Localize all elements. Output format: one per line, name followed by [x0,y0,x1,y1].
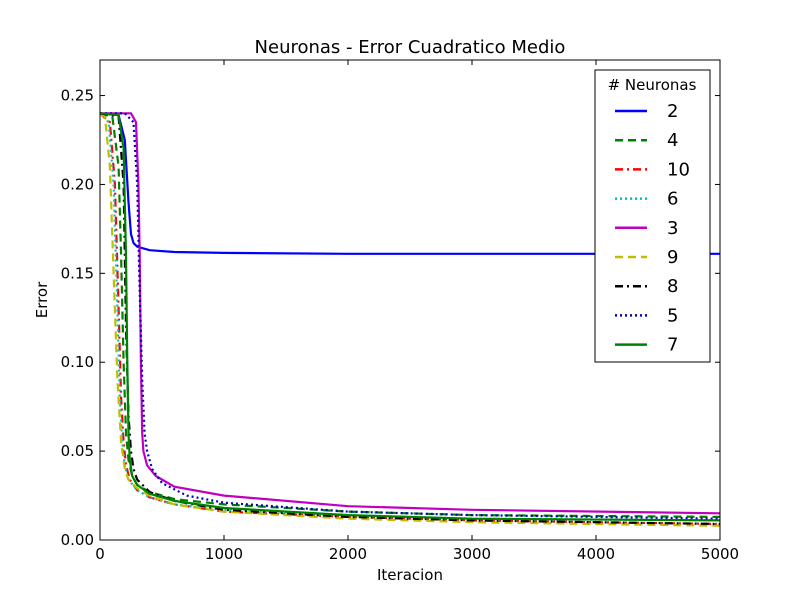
x-axis: 0 1000 2000 3000 4000 5000 [95,60,739,563]
legend-label-6: 6 [667,189,678,210]
series-layer [100,112,720,527]
legend-label-5: 5 [667,305,678,326]
x-axis-label: Iteracion [377,566,443,584]
legend-box [594,69,711,363]
y-tick-label: 0.10 [61,353,94,371]
series-line-9 [100,112,720,527]
y-axis-label: Error [33,281,51,318]
x-tick-label: 2000 [329,545,367,563]
legend-label-8: 8 [667,276,678,297]
series-line-7 [100,112,720,522]
y-tick-label: 0.00 [61,531,94,549]
x-tick-label: 4000 [577,545,615,563]
x-tick-label: 5000 [701,545,739,563]
legend-label-2: 2 [667,101,678,122]
legend-label-10: 10 [667,159,690,180]
y-tick-label: 0.25 [61,87,94,105]
y-tick-label: 0.05 [61,442,94,460]
series-line-2 [100,112,720,255]
legend-label-7: 7 [667,335,678,356]
x-tick-label: 0 [95,545,105,563]
y-tick-label: 0.15 [61,264,94,282]
legend-label-3: 3 [667,218,678,239]
series-line-3 [100,112,720,515]
legend: # Neuronas 2 4 10 6 3 9 8 5 7 [594,69,711,363]
chart-title: Neuronas - Error Cuadratico Medio [255,37,566,58]
x-tick-label: 3000 [453,545,491,563]
y-axis: 0.00 0.05 0.10 0.15 0.20 0.25 [61,87,720,549]
series-line-4 [100,112,720,518]
x-tick-label: 1000 [205,545,243,563]
legend-label-4: 4 [667,130,678,151]
legend-items: 2 4 10 6 3 9 8 5 7 [615,101,690,356]
y-tick-label: 0.20 [61,175,94,193]
plot-frame [99,59,721,541]
legend-title: # Neuronas [608,76,697,94]
series-line-5 [100,112,720,520]
legend-label-9: 9 [667,247,678,268]
